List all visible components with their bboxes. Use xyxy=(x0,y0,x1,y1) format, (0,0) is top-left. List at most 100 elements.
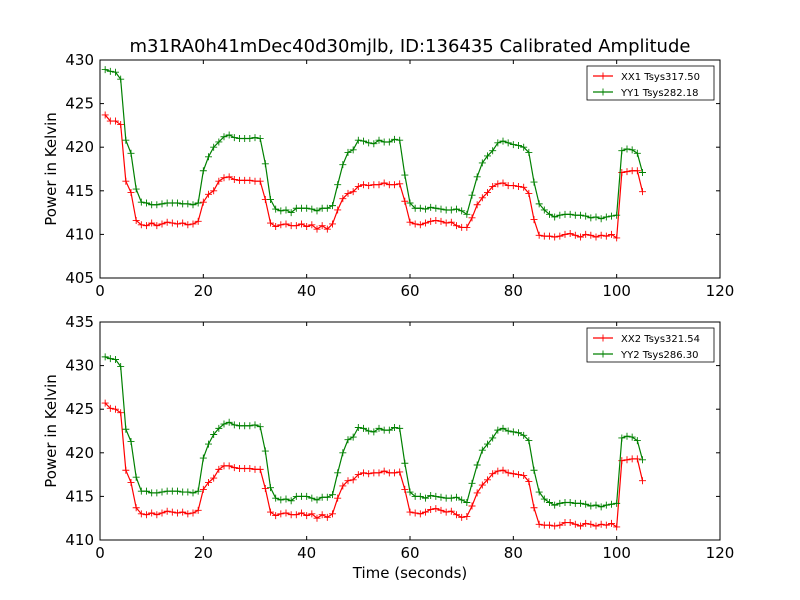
data-point xyxy=(447,494,455,502)
data-point xyxy=(551,213,559,221)
data-point xyxy=(540,206,548,214)
data-point xyxy=(639,188,646,196)
data-point xyxy=(318,511,326,519)
data-point xyxy=(158,200,166,208)
data-point xyxy=(137,198,145,206)
data-point xyxy=(158,488,166,496)
data-point xyxy=(184,221,192,229)
data-point xyxy=(478,446,486,454)
data-point xyxy=(329,202,336,210)
data-point xyxy=(489,434,497,442)
data-point xyxy=(153,201,161,209)
data-point xyxy=(509,470,517,478)
data-point xyxy=(453,511,460,519)
data-point xyxy=(215,424,223,432)
data-point xyxy=(287,209,295,217)
data-point xyxy=(112,68,119,76)
data-point xyxy=(308,205,316,213)
data-point xyxy=(623,168,631,176)
data-point xyxy=(463,223,471,231)
data-point xyxy=(391,135,398,143)
data-point xyxy=(365,427,373,435)
data-point xyxy=(406,508,414,516)
top-panel: 0 20 40 60 80 100 120 405 410 415 420 425 430 Power i… xyxy=(42,51,734,300)
data-point xyxy=(308,510,316,518)
data-point xyxy=(530,504,538,512)
series-2-panel-2 xyxy=(101,353,646,511)
data-point xyxy=(499,466,507,474)
data-point xyxy=(354,424,362,432)
data-point xyxy=(225,462,233,470)
legend-marker xyxy=(599,88,607,96)
data-point xyxy=(261,447,269,455)
x-tick-label: 20 xyxy=(194,282,213,300)
data-point xyxy=(582,212,590,220)
data-point xyxy=(556,521,564,529)
data-point xyxy=(282,495,290,503)
data-point xyxy=(256,134,264,142)
data-point xyxy=(215,138,223,146)
data-point xyxy=(339,482,347,490)
data-point xyxy=(530,466,538,474)
data-point xyxy=(205,478,212,486)
data-point xyxy=(313,496,321,504)
data-point xyxy=(597,231,605,239)
data-point xyxy=(122,177,130,185)
data-point xyxy=(489,470,497,478)
data-point xyxy=(602,213,610,221)
data-point xyxy=(194,199,202,207)
data-point xyxy=(602,232,610,240)
data-point xyxy=(582,230,590,238)
data-point xyxy=(194,487,202,495)
data-point xyxy=(132,216,140,224)
data-point xyxy=(515,471,522,479)
data-point xyxy=(515,141,522,149)
data-point xyxy=(613,211,621,219)
data-point xyxy=(225,131,233,139)
data-point xyxy=(385,426,393,434)
data-point xyxy=(365,139,373,147)
data-point xyxy=(127,437,135,445)
data-point xyxy=(205,440,212,448)
data-point xyxy=(499,179,507,187)
data-point xyxy=(277,496,285,504)
data-point xyxy=(153,511,161,519)
y-tick-label: 405 xyxy=(65,269,94,287)
data-point xyxy=(520,431,528,439)
legend-label: YY1 Tsys282.18 xyxy=(620,88,699,99)
data-point xyxy=(272,205,280,213)
data-point xyxy=(639,477,646,485)
data-point xyxy=(303,223,311,231)
data-point xyxy=(101,111,109,119)
data-point xyxy=(561,230,569,238)
data-point xyxy=(261,485,269,493)
data-point xyxy=(220,174,228,182)
data-point xyxy=(349,188,357,196)
y-tick-label: 430 xyxy=(65,357,94,375)
data-point xyxy=(633,455,641,463)
y-tick-label: 420 xyxy=(65,138,94,156)
data-point xyxy=(365,182,373,190)
data-point xyxy=(489,182,497,190)
y-tick-label: 420 xyxy=(65,444,94,462)
data-point xyxy=(143,222,150,230)
data-point xyxy=(298,220,305,228)
data-point xyxy=(210,187,218,195)
data-point xyxy=(422,508,429,516)
data-point xyxy=(525,189,533,197)
data-point xyxy=(189,489,197,497)
data-point xyxy=(112,356,119,363)
data-point xyxy=(189,201,197,209)
data-point xyxy=(251,134,259,142)
y-tick-label: 425 xyxy=(65,95,94,113)
data-point xyxy=(349,433,357,441)
data-point xyxy=(292,222,300,230)
data-point xyxy=(499,137,507,145)
data-point xyxy=(287,497,295,505)
data-point xyxy=(354,182,362,190)
data-point xyxy=(349,146,357,154)
data-point xyxy=(261,160,269,168)
legend-marker xyxy=(599,350,607,358)
data-point xyxy=(205,153,212,161)
